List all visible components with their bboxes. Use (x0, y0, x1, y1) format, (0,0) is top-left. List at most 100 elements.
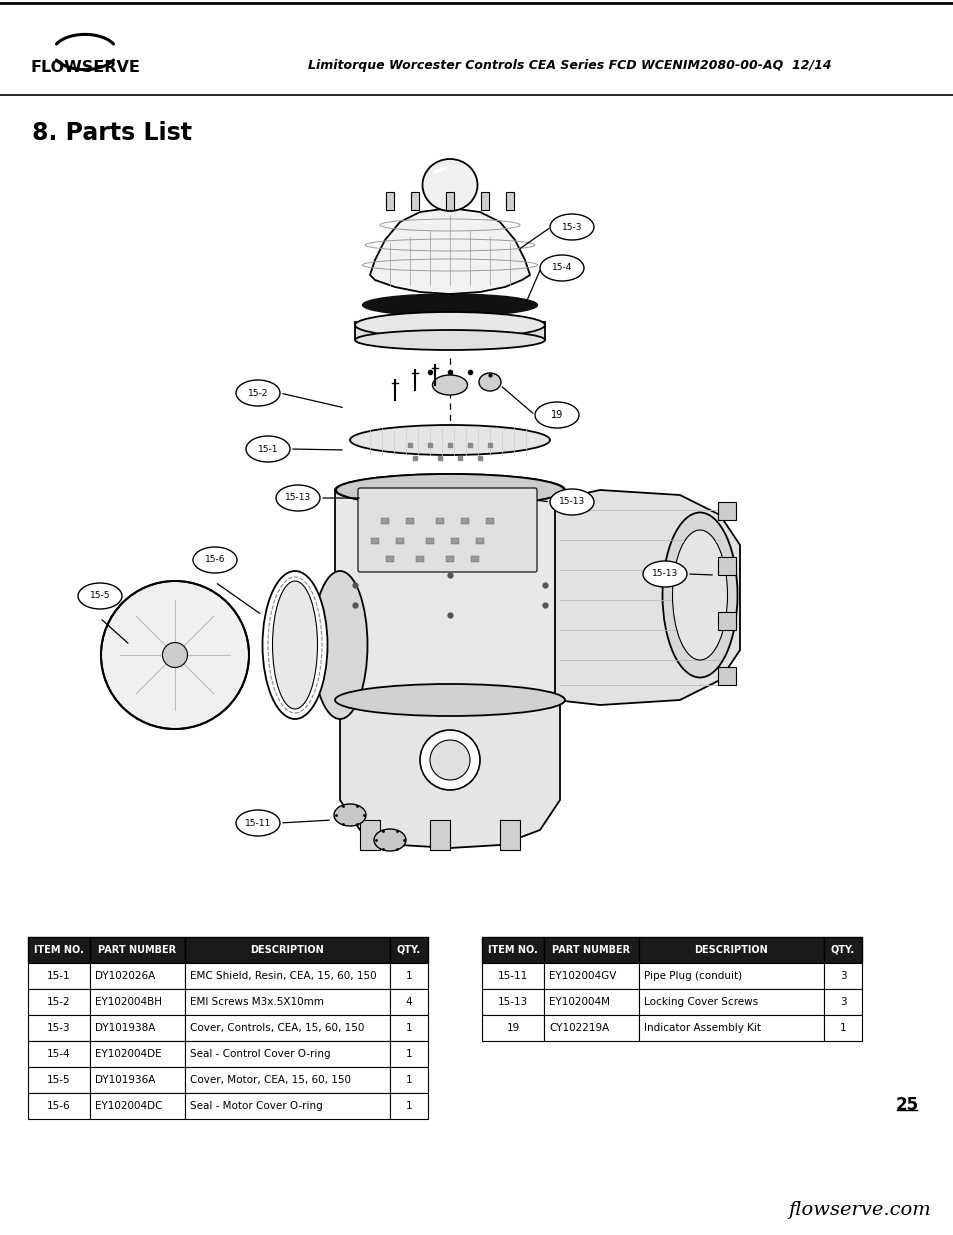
Bar (380, 517, 389, 524)
Text: 15-5: 15-5 (90, 592, 111, 600)
Text: Cover, Controls, CEA, 15, 60, 150: Cover, Controls, CEA, 15, 60, 150 (190, 1023, 364, 1032)
Ellipse shape (550, 214, 594, 240)
Ellipse shape (313, 571, 367, 719)
Bar (430, 820, 450, 850)
Text: EMI Screws M3x.5X10mm: EMI Screws M3x.5X10mm (190, 997, 323, 1007)
Bar (90, 1041, 185, 1067)
Text: 15-13: 15-13 (497, 997, 528, 1007)
Bar (386, 191, 394, 210)
Ellipse shape (355, 312, 544, 338)
Text: FLOWSERVE: FLOWSERVE (30, 61, 140, 75)
Ellipse shape (432, 375, 467, 395)
Text: EY102004GV: EY102004GV (548, 971, 616, 981)
Bar (390, 963, 428, 989)
Bar (90, 937, 185, 963)
Text: 15-4: 15-4 (47, 1049, 71, 1058)
Bar (390, 989, 428, 1015)
Text: 15-11: 15-11 (497, 971, 528, 981)
Text: Pipe Plug (conduit): Pipe Plug (conduit) (643, 971, 741, 981)
Text: 19: 19 (550, 410, 562, 420)
Text: QTY.: QTY. (830, 945, 854, 955)
Bar (505, 191, 514, 210)
Bar (406, 517, 414, 524)
Text: 19: 19 (506, 1023, 519, 1032)
Text: EY102004BH: EY102004BH (95, 997, 162, 1007)
Ellipse shape (355, 330, 544, 350)
Text: 1: 1 (405, 1100, 412, 1112)
Bar (386, 556, 394, 562)
Text: CY102219A: CY102219A (548, 1023, 609, 1032)
Bar (390, 937, 428, 963)
Bar (28, 1015, 90, 1041)
Bar (185, 1041, 390, 1067)
Bar (28, 1041, 90, 1067)
Ellipse shape (78, 583, 122, 609)
Text: EMC Shield, Resin, CEA, 15, 60, 150: EMC Shield, Resin, CEA, 15, 60, 150 (190, 971, 376, 981)
Text: 15-3: 15-3 (47, 1023, 71, 1032)
Text: 1: 1 (405, 1023, 412, 1032)
Ellipse shape (101, 580, 249, 729)
Polygon shape (555, 490, 740, 705)
Bar (471, 556, 478, 562)
Text: 15-13: 15-13 (651, 569, 678, 578)
Bar (639, 937, 823, 963)
Bar (359, 820, 379, 850)
Text: Seal - Motor Cover O-ring: Seal - Motor Cover O-ring (190, 1100, 322, 1112)
Bar (185, 937, 390, 963)
Bar (543, 1015, 639, 1041)
Bar (90, 963, 185, 989)
Ellipse shape (262, 571, 327, 719)
Ellipse shape (550, 489, 594, 515)
Text: 1: 1 (839, 1023, 845, 1032)
Bar (416, 556, 423, 562)
Bar (543, 963, 639, 989)
Text: 3: 3 (839, 997, 845, 1007)
Text: 15-13: 15-13 (285, 494, 311, 503)
Text: 15-5: 15-5 (47, 1074, 71, 1086)
Ellipse shape (539, 254, 583, 282)
Text: ITEM NO.: ITEM NO. (34, 945, 84, 955)
Bar (371, 538, 378, 543)
Text: Seal - Control Cover O-ring: Seal - Control Cover O-ring (190, 1049, 331, 1058)
Bar (460, 517, 469, 524)
Text: 3: 3 (839, 971, 845, 981)
Bar (481, 1015, 543, 1041)
Ellipse shape (350, 425, 550, 454)
Text: DY101938A: DY101938A (95, 1023, 155, 1032)
Bar (185, 963, 390, 989)
Bar (718, 501, 735, 520)
Bar (446, 191, 454, 210)
Bar (390, 1041, 428, 1067)
Text: Limitorque Worcester Controls CEA Series FCD WCENIM2080-00-AQ  12/14: Limitorque Worcester Controls CEA Series… (308, 58, 831, 72)
Text: 15-1: 15-1 (47, 971, 71, 981)
Ellipse shape (273, 580, 317, 709)
Polygon shape (339, 700, 559, 848)
Text: Indicator Assembly Kit: Indicator Assembly Kit (643, 1023, 760, 1032)
Bar (476, 538, 483, 543)
Bar (718, 667, 735, 685)
Bar (185, 1067, 390, 1093)
Text: DY101936A: DY101936A (95, 1074, 155, 1086)
Bar (480, 191, 489, 210)
Bar (823, 989, 862, 1015)
Text: 1: 1 (405, 1074, 412, 1086)
Bar (718, 613, 735, 630)
Text: 25: 25 (895, 1095, 918, 1114)
Bar (823, 963, 862, 989)
Text: 15-2: 15-2 (47, 997, 71, 1007)
Bar (823, 937, 862, 963)
Bar (485, 517, 494, 524)
Ellipse shape (430, 740, 470, 781)
Bar (390, 1015, 428, 1041)
Bar (426, 538, 434, 543)
Bar (28, 963, 90, 989)
Bar (481, 963, 543, 989)
Bar (90, 1093, 185, 1119)
Bar (28, 1093, 90, 1119)
Bar (185, 1015, 390, 1041)
Bar (335, 490, 564, 700)
Text: EY102004DC: EY102004DC (95, 1100, 162, 1112)
Ellipse shape (246, 436, 290, 462)
Ellipse shape (422, 159, 477, 211)
Bar (411, 191, 418, 210)
